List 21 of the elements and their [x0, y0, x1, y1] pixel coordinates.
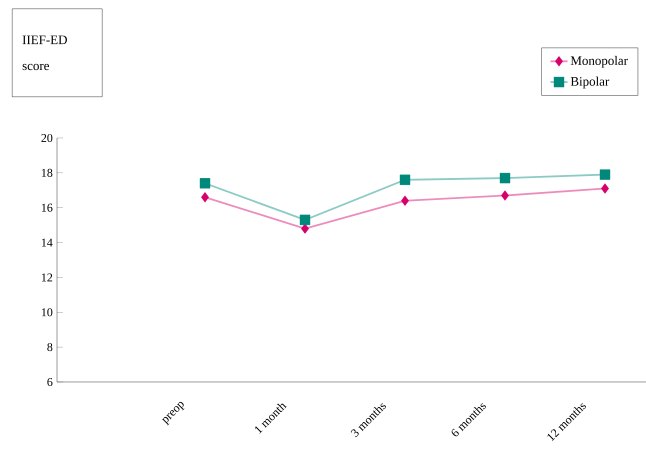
legend-label: Bipolar [570, 76, 610, 88]
point [400, 174, 410, 186]
point [200, 178, 210, 188]
y-tick-label: 8 [47, 343, 52, 352]
y-tick-label: 12 [42, 273, 52, 282]
y-tick-label: 16 [42, 204, 52, 212]
y-tick-label: 20 [41, 134, 52, 142]
text: IIEF-ED score [22, 36, 67, 70]
y-tick-label: 14 [42, 238, 53, 246]
point [300, 214, 310, 226]
point [301, 223, 309, 234]
point [201, 192, 209, 202]
point [600, 169, 610, 180]
legend-label: Monopolar [570, 56, 628, 68]
y-tick-label: 18 [42, 168, 52, 177]
point [501, 190, 509, 201]
y-tick-label: 6 [47, 378, 52, 386]
point [500, 172, 510, 184]
point [601, 183, 609, 194]
point [401, 196, 409, 206]
y-tick-label: 10 [42, 308, 52, 316]
